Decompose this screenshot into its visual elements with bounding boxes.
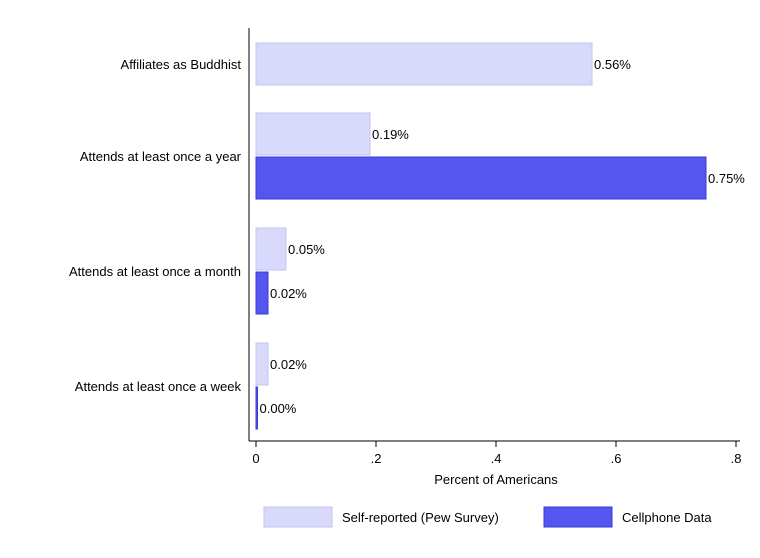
bar-cellphone-data-attends-at-least-once-a-year — [255, 156, 707, 200]
bar-self-reported-pew-survey-attends-at-least-once-a-month — [255, 227, 287, 271]
bar-cellphone-data-attends-at-least-once-a-week — [255, 386, 258, 430]
data-label-cellphone-data-attends-at-least-once-a-week: 0.00% — [260, 401, 297, 416]
legend-label-cellphone-data: Cellphone Data — [622, 510, 712, 525]
data-label-self-reported-pew-survey-attends-at-least-once-a-week: 0.02% — [270, 357, 307, 372]
legend-swatch-cellphone-data — [543, 506, 613, 528]
data-label-self-reported-pew-survey-affiliates-as-buddhist: 0.56% — [594, 57, 631, 72]
data-label-cellphone-data-attends-at-least-once-a-year: 0.75% — [708, 171, 745, 186]
category-label-attends-at-least-once-a-year: Attends at least once a year — [80, 149, 242, 164]
category-label-attends-at-least-once-a-week: Attends at least once a week — [75, 379, 242, 394]
legend-label-self-reported-pew-survey: Self-reported (Pew Survey) — [342, 510, 499, 525]
legend-swatch-self-reported-pew-survey — [263, 506, 333, 528]
x-tick-label: .2 — [371, 451, 382, 466]
x-tick-label: 0 — [252, 451, 259, 466]
bar-cellphone-data-attends-at-least-once-a-month — [255, 271, 269, 315]
x-tick-label: .6 — [611, 451, 622, 466]
bar-self-reported-pew-survey-attends-at-least-once-a-year — [255, 112, 371, 156]
data-label-cellphone-data-attends-at-least-once-a-month: 0.02% — [270, 286, 307, 301]
bar-self-reported-pew-survey-attends-at-least-once-a-week — [255, 342, 269, 386]
category-label-affiliates-as-buddhist: Affiliates as Buddhist — [121, 57, 242, 72]
category-label-attends-at-least-once-a-month: Attends at least once a month — [69, 264, 241, 279]
x-tick-label: .4 — [491, 451, 502, 466]
x-axis-title: Percent of Americans — [434, 472, 558, 487]
bar-self-reported-pew-survey-affiliates-as-buddhist — [255, 42, 593, 86]
data-label-self-reported-pew-survey-attends-at-least-once-a-year: 0.19% — [372, 127, 409, 142]
x-tick-label: .8 — [731, 451, 742, 466]
data-label-self-reported-pew-survey-attends-at-least-once-a-month: 0.05% — [288, 242, 325, 257]
